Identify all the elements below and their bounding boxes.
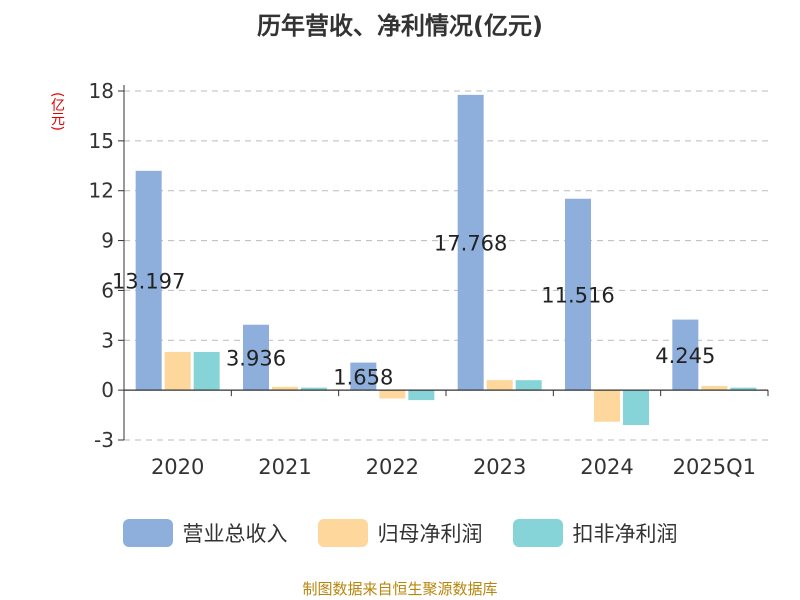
data-label-revenue: 17.768	[434, 231, 507, 255]
y-tick-label: 0	[101, 378, 114, 402]
data-label-revenue: 13.197	[112, 269, 185, 293]
y-tick-label: 12	[89, 179, 114, 203]
x-tick-label: 2021	[258, 455, 311, 479]
bar-net-profit-2020	[164, 351, 191, 391]
bar-net-profit-2023	[486, 380, 513, 391]
bar-revenue-2023	[457, 94, 484, 391]
x-tick-label: 2024	[580, 455, 633, 479]
legend-item-deducted-profit[interactable]: 扣非净利润	[512, 518, 678, 548]
bar-revenue-2020	[135, 170, 162, 391]
bar-revenue-2025Q1	[672, 319, 699, 391]
bar-deducted-profit-2021	[301, 387, 327, 391]
data-label-revenue: 3.936	[226, 346, 286, 370]
bar-deducted-profit-2020	[193, 351, 220, 391]
y-tick-label: 3	[101, 328, 114, 352]
legend: 营业总收入 归母净利润 扣非净利润	[0, 518, 800, 548]
bar-net-profit-2025Q1	[701, 385, 728, 391]
y-tick-label: 15	[89, 129, 114, 153]
bar-deducted-profit-2025Q1	[730, 387, 757, 391]
data-label-revenue: 1.658	[333, 365, 393, 389]
legend-label-deducted-profit: 扣非净利润	[572, 522, 678, 546]
bar-revenue-2024	[565, 198, 591, 391]
y-tick-label: -3	[94, 428, 114, 452]
legend-item-revenue[interactable]: 营业总收入	[122, 518, 288, 548]
legend-swatch-net-profit	[317, 519, 368, 547]
x-tick-label: 2020	[151, 455, 204, 479]
data-label-revenue: 4.245	[655, 344, 715, 368]
x-tick-label: 2023	[473, 455, 526, 479]
bar-revenue-2022	[350, 362, 377, 391]
x-tick-label: 2025Q1	[673, 455, 756, 479]
bar-net-profit-2024	[594, 390, 620, 422]
legend-swatch-revenue	[122, 519, 173, 547]
bar-net-profit-2021	[272, 386, 298, 391]
y-tick-label: 6	[101, 278, 114, 302]
x-tick-label: 2022	[366, 455, 419, 479]
legend-label-revenue: 营业总收入	[182, 522, 288, 546]
y-tick-label: 18	[89, 79, 114, 103]
bar-deducted-profit-2022	[408, 390, 435, 401]
bar-net-profit-2022	[379, 390, 406, 399]
chart-title: 历年营收、净利情况(亿元)	[257, 12, 543, 40]
y-axis-unit: (亿元)	[49, 92, 65, 131]
bar-deducted-profit-2024	[623, 390, 649, 426]
legend-label-net-profit: 归母净利润	[377, 522, 483, 546]
data-label-revenue: 11.516	[541, 283, 614, 307]
bar-revenue-2021	[243, 324, 269, 391]
bar-deducted-profit-2023	[515, 380, 542, 391]
data-source-note: 制图数据来自恒生聚源数据库	[302, 580, 498, 598]
legend-swatch-deducted-profit	[512, 519, 563, 547]
y-tick-label: 9	[101, 229, 114, 253]
legend-item-net-profit[interactable]: 归母净利润	[317, 518, 483, 548]
